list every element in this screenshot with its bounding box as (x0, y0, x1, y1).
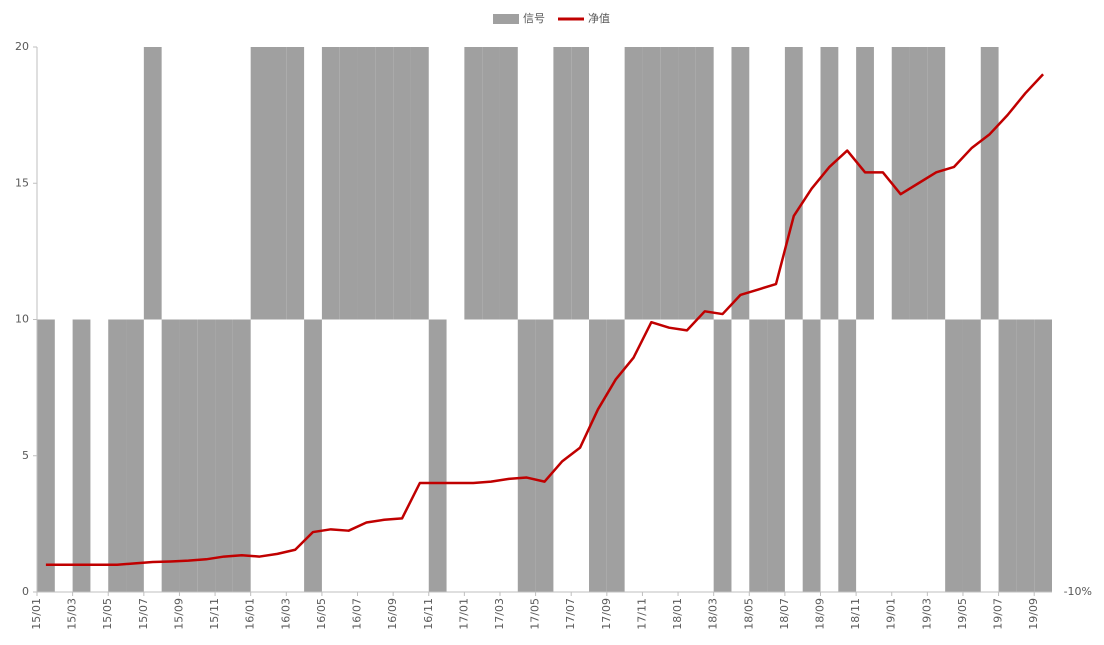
x-tick-label: 18/03 (707, 598, 720, 630)
signal-bar (268, 47, 287, 320)
x-tick-label: 19/07 (992, 598, 1005, 630)
x-tick-label: 15/09 (172, 598, 185, 630)
y-tick-label: 15 (15, 176, 29, 189)
signal-bar (143, 47, 162, 320)
signal-bar (215, 319, 233, 592)
x-tick-label: 19/01 (885, 598, 898, 630)
signal-bar (37, 319, 55, 592)
signal-bar (642, 47, 661, 320)
x-tick-label: 17/09 (600, 598, 613, 630)
signal-bar (339, 47, 358, 320)
signal-bar (749, 319, 768, 592)
signal-bar (998, 319, 1017, 592)
y-tick-label: 0 (22, 585, 29, 598)
x-tick-label: 19/03 (920, 598, 933, 630)
signal-bar (357, 47, 376, 320)
signal-bar (820, 47, 839, 320)
x-tick-label: 19/05 (956, 598, 969, 630)
signal-bar (126, 319, 144, 592)
signal-bar (286, 47, 305, 320)
y-tick-label: 20 (15, 40, 29, 53)
signal-bar (980, 47, 999, 320)
legend-swatch (493, 14, 519, 24)
x-tick-label: 16/03 (279, 598, 292, 630)
x-tick-label: 15/11 (208, 598, 221, 630)
signal-bar (695, 47, 714, 320)
x-tick-label: 15/01 (30, 598, 43, 630)
signal-bar (410, 47, 429, 320)
signal-bar (606, 319, 625, 592)
x-tick-label: 17/05 (529, 598, 542, 630)
signal-bar (464, 47, 483, 320)
signal-bar (945, 319, 963, 592)
x-tick-label: 16/07 (351, 598, 364, 630)
signal-bar (517, 319, 536, 592)
signal-bar (304, 319, 322, 592)
x-tick-label: 17/01 (457, 598, 470, 630)
x-tick-label: 16/09 (386, 598, 399, 630)
y-tick-label: 5 (22, 449, 29, 462)
signal-bar (375, 47, 394, 320)
x-tick-label: 15/05 (101, 598, 114, 630)
x-tick-label: 17/07 (564, 598, 577, 630)
y-tick-label: 10 (15, 313, 29, 326)
signal-bar (179, 319, 198, 592)
y2-tick-label: -10% (1064, 585, 1092, 598)
legend-label: 净值 (588, 11, 610, 25)
signal-bar (393, 47, 411, 320)
signal-bar (250, 47, 269, 320)
signal-bar (713, 319, 732, 592)
signal-bar (161, 319, 180, 592)
signal-bar (838, 319, 857, 592)
x-tick-label: 18/01 (671, 598, 684, 630)
signal-bar (678, 47, 696, 320)
signal-bar (321, 47, 340, 320)
x-tick-label: 15/03 (66, 598, 79, 630)
signal-bar (962, 319, 981, 592)
signal-bar (767, 319, 785, 592)
signal-bar (856, 47, 874, 320)
signal-bar (927, 47, 946, 320)
nav-line (45, 73, 1045, 566)
signal-bar (232, 319, 251, 592)
signal-bar (589, 319, 607, 592)
signal-bar (660, 47, 679, 320)
x-tick-label: 17/11 (635, 598, 648, 630)
signal-bar (428, 319, 447, 592)
x-tick-label: 16/05 (315, 598, 328, 630)
signal-bar (72, 319, 91, 592)
signal-bar (784, 47, 803, 320)
signal-bar (571, 47, 590, 320)
signal-bar (553, 47, 572, 320)
signal-bar (499, 47, 518, 320)
signal-bar (1016, 319, 1035, 592)
x-tick-label: 19/09 (1027, 598, 1040, 630)
x-tick-label: 18/09 (814, 598, 827, 630)
x-tick-label: 15/07 (137, 598, 150, 630)
legend-label: 信号 (523, 12, 545, 25)
x-tick-label: 18/07 (778, 598, 791, 630)
signal-bar (731, 47, 750, 320)
x-tick-label: 17/03 (493, 598, 506, 630)
x-tick-label: 16/01 (244, 598, 257, 630)
signal-bar (197, 319, 216, 592)
signal-bar (535, 319, 554, 592)
signal-bar (802, 319, 821, 592)
x-tick-label: 18/11 (849, 598, 862, 630)
signal-bar (891, 47, 910, 320)
signal-bar (1034, 319, 1052, 592)
signal-bar (108, 319, 127, 592)
signal-bar (482, 47, 500, 320)
signal-bar (624, 47, 643, 320)
x-tick-label: 16/11 (422, 598, 435, 630)
x-tick-label: 18/05 (742, 598, 755, 630)
